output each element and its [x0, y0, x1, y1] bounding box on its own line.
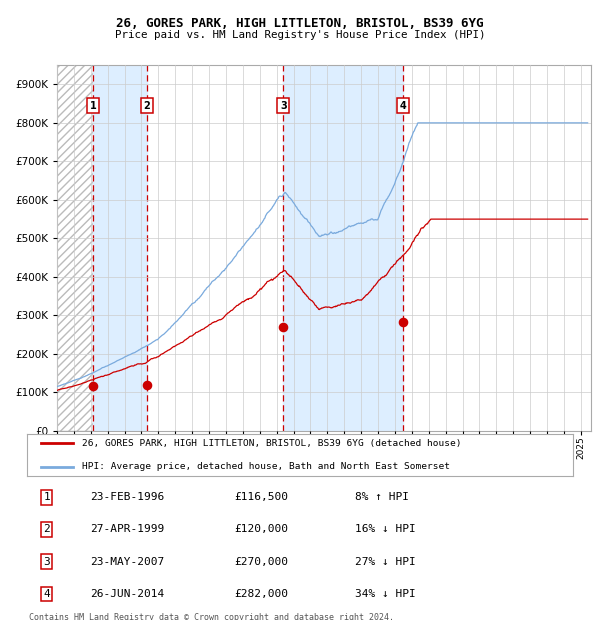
Text: 2: 2	[43, 525, 50, 534]
Point	[88, 381, 98, 391]
Text: 1: 1	[90, 100, 97, 110]
Text: 34% ↓ HPI: 34% ↓ HPI	[355, 589, 415, 599]
Text: £120,000: £120,000	[235, 525, 289, 534]
Text: Price paid vs. HM Land Registry's House Price Index (HPI): Price paid vs. HM Land Registry's House …	[115, 30, 485, 40]
Text: 8% ↑ HPI: 8% ↑ HPI	[355, 492, 409, 502]
Text: 3: 3	[280, 100, 287, 110]
Text: 26-JUN-2014: 26-JUN-2014	[90, 589, 164, 599]
Bar	[93, 65, 147, 431]
Text: 16% ↓ HPI: 16% ↓ HPI	[355, 525, 415, 534]
Text: 27% ↓ HPI: 27% ↓ HPI	[355, 557, 415, 567]
Text: 4: 4	[400, 100, 406, 110]
Bar	[57, 65, 93, 431]
Point	[142, 379, 152, 389]
Text: 27-APR-1999: 27-APR-1999	[90, 525, 164, 534]
Text: 4: 4	[43, 589, 50, 599]
Text: HPI: Average price, detached house, Bath and North East Somerset: HPI: Average price, detached house, Bath…	[82, 463, 449, 471]
Text: 23-MAY-2007: 23-MAY-2007	[90, 557, 164, 567]
Text: 26, GORES PARK, HIGH LITTLETON, BRISTOL, BS39 6YG (detached house): 26, GORES PARK, HIGH LITTLETON, BRISTOL,…	[82, 439, 461, 448]
Text: Contains HM Land Registry data © Crown copyright and database right 2024.: Contains HM Land Registry data © Crown c…	[29, 613, 394, 620]
Text: 23-FEB-1996: 23-FEB-1996	[90, 492, 164, 502]
Text: £116,500: £116,500	[235, 492, 289, 502]
Text: 26, GORES PARK, HIGH LITTLETON, BRISTOL, BS39 6YG: 26, GORES PARK, HIGH LITTLETON, BRISTOL,…	[116, 17, 484, 30]
Text: £270,000: £270,000	[235, 557, 289, 567]
Text: 3: 3	[43, 557, 50, 567]
Bar	[283, 65, 403, 431]
Point	[398, 317, 408, 327]
Text: 2: 2	[143, 100, 150, 110]
Text: £282,000: £282,000	[235, 589, 289, 599]
Point	[278, 322, 288, 332]
Text: 1: 1	[43, 492, 50, 502]
